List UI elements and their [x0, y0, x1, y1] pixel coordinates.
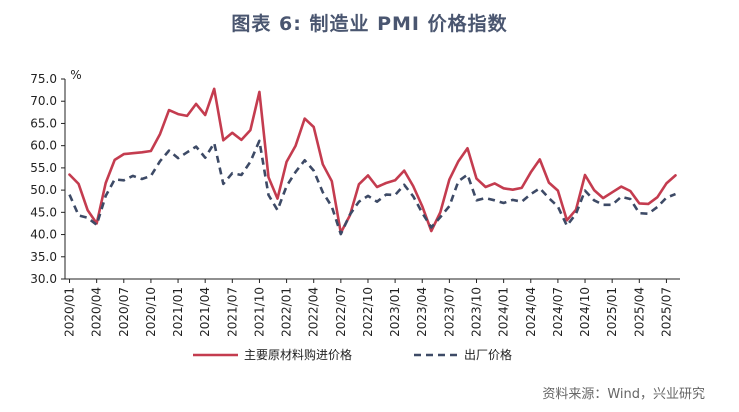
legend-label-1: 主要原材料购进价格 — [244, 347, 352, 362]
x-tick-label: 2020/10 — [144, 287, 158, 337]
x-tick-label: 2025/01 — [605, 287, 619, 337]
x-tick-label: 2021/01 — [171, 287, 185, 337]
x-tick-label: 2025/07 — [659, 287, 673, 337]
source-note: 资料来源：Wind，兴业研究 — [542, 387, 705, 402]
y-tick-label: 40.0 — [30, 228, 57, 242]
series-line-1 — [68, 87, 677, 235]
x-tick-label: 2020/07 — [117, 287, 131, 337]
x-tick-label: 2023/10 — [470, 287, 484, 337]
y-tick-label: 65.0 — [30, 116, 57, 130]
legend-label-2: 出厂价格 — [464, 347, 512, 362]
x-tick-label: 2023/04 — [415, 287, 429, 337]
x-tick-label: 2023/01 — [388, 287, 402, 337]
x-tick-label: 2022/01 — [280, 287, 294, 337]
x-tick-label: 2022/07 — [334, 287, 348, 337]
y-tick-label: 35.0 — [30, 250, 57, 264]
x-tick-label: 2021/10 — [252, 287, 266, 337]
y-tick-label: 55.0 — [30, 161, 57, 175]
y-tick-label: 70.0 — [30, 94, 57, 108]
y-tick-label: 45.0 — [30, 205, 57, 219]
x-tick-label: 2023/07 — [442, 287, 456, 337]
y-tick-label: 75.0 — [30, 72, 57, 86]
x-tick-label: 2021/04 — [198, 287, 212, 337]
y-axis-unit: % — [70, 68, 81, 82]
x-tick-label: 2020/01 — [63, 287, 77, 337]
x-tick-label: 2020/04 — [90, 287, 104, 337]
y-tick-label: 60.0 — [30, 139, 57, 153]
chart-title: 图表 6: 制造业 PMI 价格指数 — [231, 13, 508, 35]
x-tick-label: 2025/04 — [632, 287, 646, 337]
x-tick-label: 2021/07 — [225, 287, 239, 337]
x-tick-label: 2024/04 — [524, 287, 538, 337]
x-tick-label: 2024/07 — [551, 287, 565, 337]
series-line-2 — [68, 139, 676, 236]
y-tick-label: 30.0 — [30, 272, 57, 286]
x-tick-label: 2022/10 — [361, 287, 375, 337]
x-tick-label: 2022/04 — [307, 287, 321, 337]
y-tick-label: 50.0 — [30, 183, 57, 197]
x-tick-label: 2024/10 — [578, 287, 592, 337]
x-tick-label: 2024/01 — [497, 287, 511, 337]
